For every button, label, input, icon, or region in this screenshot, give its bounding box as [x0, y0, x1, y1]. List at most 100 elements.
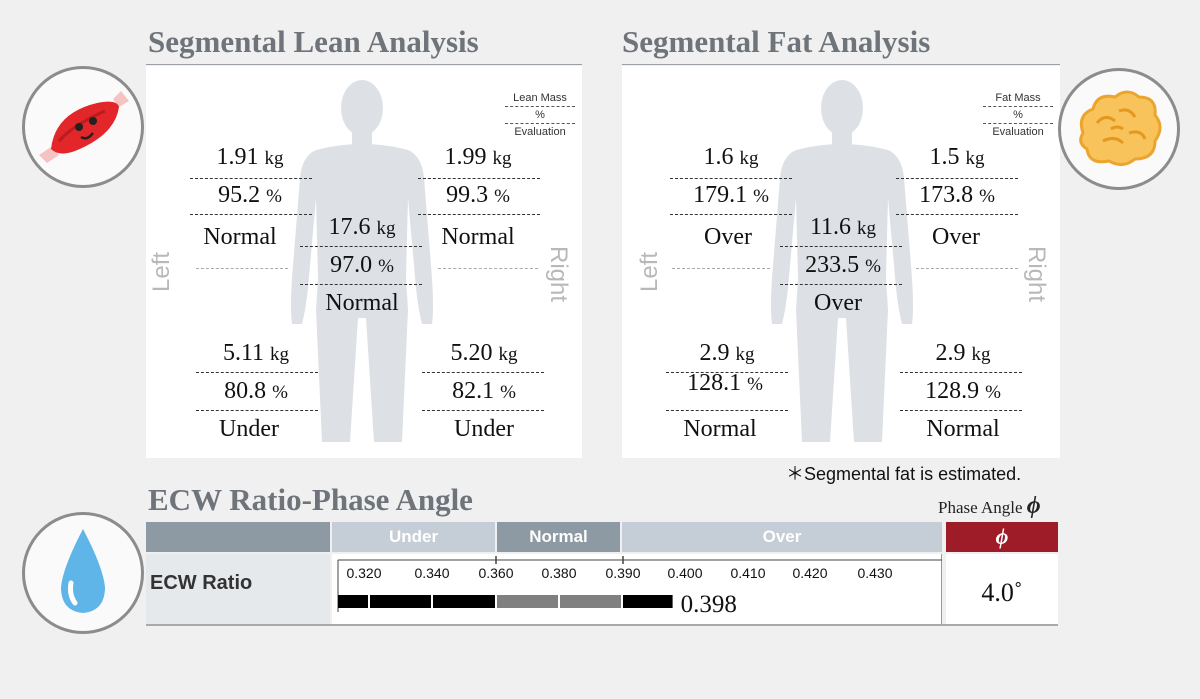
ecw-row-label-cell	[146, 554, 330, 624]
fat-left-arm-pct: 179.1 %	[693, 182, 769, 208]
lean-trunk-mass: 17.6 kg	[328, 214, 396, 240]
ecw-ratio-bar: 0.320 0.340 0.360 0.380 0.390 0.400 0.410 0.420…	[337, 556, 942, 618]
divider	[422, 410, 544, 411]
lean-trunk-pct: 97.0 %	[330, 252, 394, 278]
ecw-bar-segment	[623, 595, 673, 608]
lean-left-arm-eval: Normal	[203, 224, 277, 250]
fat-right-label: Right	[1023, 246, 1050, 303]
divider	[780, 246, 902, 247]
fat-left-label: Left	[636, 251, 663, 292]
ecw-bar-segment	[370, 595, 431, 608]
lean-right-label: Right	[545, 246, 572, 303]
fat-left-arm-mass: 1.6 kg	[703, 144, 759, 170]
lean-left-label: Left	[148, 251, 175, 292]
tick-label: 0.420	[792, 565, 827, 581]
legend-eval: Evaluation	[983, 123, 1053, 140]
ecw-bar-segment	[338, 595, 368, 608]
ecw-bar-segment	[497, 595, 558, 608]
lean-title-rule	[146, 64, 582, 65]
lean-left-guide	[196, 268, 288, 269]
divider	[896, 178, 1018, 179]
divider	[900, 372, 1022, 373]
fat-cell-icon	[1079, 90, 1162, 166]
legend-pct: %	[983, 106, 1053, 123]
fat-estimate-note: ＊Segmental fat is estimated.	[786, 464, 1022, 484]
legend-pct: %	[505, 106, 575, 123]
fat-body-silhouette	[771, 80, 913, 442]
fat-trunk-mass: 11.6 kg	[809, 214, 877, 240]
lean-left-arm-pct: 95.2 %	[218, 182, 282, 208]
ecw-bar-segment	[433, 595, 495, 608]
divider	[300, 246, 422, 247]
divider	[900, 410, 1022, 411]
divider	[422, 372, 544, 373]
tick-label: 0.340	[414, 565, 449, 581]
lean-left-leg-mass: 5.11 kg	[222, 340, 290, 366]
muscle-icon-circle	[22, 66, 144, 188]
divider	[780, 284, 902, 285]
tick-label: 0.390	[605, 565, 640, 581]
fat-title: Segmental Fat Analysis	[622, 24, 931, 59]
lean-right-leg-mass: 5.20 kg	[450, 340, 518, 366]
range-normal: Normal	[497, 522, 620, 552]
fat-right-arm-pct: 173.8 %	[919, 182, 995, 208]
fat-left-arm-eval: Over	[704, 224, 752, 250]
lean-left-leg-pct: 80.8 %	[224, 378, 288, 404]
fat-cell-icon-circle	[1058, 68, 1180, 190]
legend-mass: Fat Mass	[995, 92, 1041, 104]
fat-right-leg-pct: 128.9 %	[925, 378, 1001, 404]
divider	[666, 410, 788, 411]
phase-angle-value: 4.0˚	[981, 578, 1023, 607]
ecw-bottom-rule	[146, 624, 1058, 626]
fat-right-leg-eval: Normal	[926, 416, 1000, 442]
tick-label: 0.380	[541, 565, 576, 581]
tick-label: 0.320	[346, 565, 381, 581]
lean-left-leg-eval: Under	[219, 416, 279, 442]
fat-left-guide	[672, 268, 770, 269]
lean-right-guide	[438, 268, 538, 269]
fat-legend: Fat Mass % Evaluation	[983, 90, 1053, 140]
legend-mass: Lean Mass	[513, 92, 567, 104]
lean-title: Segmental Lean Analysis	[148, 24, 479, 59]
divider	[896, 214, 1018, 215]
fat-trunk-eval: Over	[814, 290, 862, 316]
fat-left-leg-mass: 2.9 kg	[699, 340, 755, 366]
lean-right-arm-eval: Normal	[441, 224, 515, 250]
divider	[670, 178, 792, 179]
ecw-bar-cell	[332, 554, 942, 624]
range-under: Under	[332, 522, 495, 552]
lean-left-arm-mass: 1.91 kg	[216, 144, 284, 170]
fat-right-guide	[916, 268, 1018, 269]
ecw-title: ECW Ratio-Phase Angle	[148, 482, 473, 517]
phi-header: ϕ	[946, 522, 1058, 552]
lean-right-arm-mass: 1.99 kg	[444, 144, 512, 170]
divider	[190, 214, 312, 215]
water-drop-icon-circle	[22, 512, 144, 634]
fat-right-leg-mass: 2.9 kg	[935, 340, 991, 366]
muscle-icon	[39, 91, 129, 163]
tick-label: 0.400	[667, 565, 702, 581]
ecw-ratio-value: 0.398	[681, 591, 737, 618]
water-drop-icon	[61, 529, 105, 613]
legend-eval: Evaluation	[505, 123, 575, 140]
tick-label: 0.430	[857, 565, 892, 581]
ecw-header-blank	[146, 522, 330, 552]
divider	[670, 214, 792, 215]
fat-left-leg-eval: Normal	[683, 416, 757, 442]
lean-right-arm-pct: 99.3 %	[446, 182, 510, 208]
divider	[418, 214, 540, 215]
lean-body-silhouette	[291, 80, 433, 442]
fat-right-arm-mass: 1.5 kg	[929, 144, 985, 170]
divider	[418, 178, 540, 179]
divider	[190, 178, 312, 179]
tick-label: 0.360	[478, 565, 513, 581]
phi-symbol: ϕ	[1026, 493, 1041, 519]
ecw-row-label: ECW Ratio	[150, 572, 253, 594]
ecw-bar-segment	[560, 595, 621, 608]
lean-right-leg-eval: Under	[454, 416, 514, 442]
lean-trunk-eval: Normal	[325, 290, 399, 316]
phase-angle-label: Phase Angle ϕ	[938, 493, 1041, 519]
fat-right-arm-eval: Over	[932, 224, 980, 250]
fat-left-leg-pct: 128.1 %	[687, 370, 763, 396]
phase-value-cell	[946, 554, 1058, 624]
